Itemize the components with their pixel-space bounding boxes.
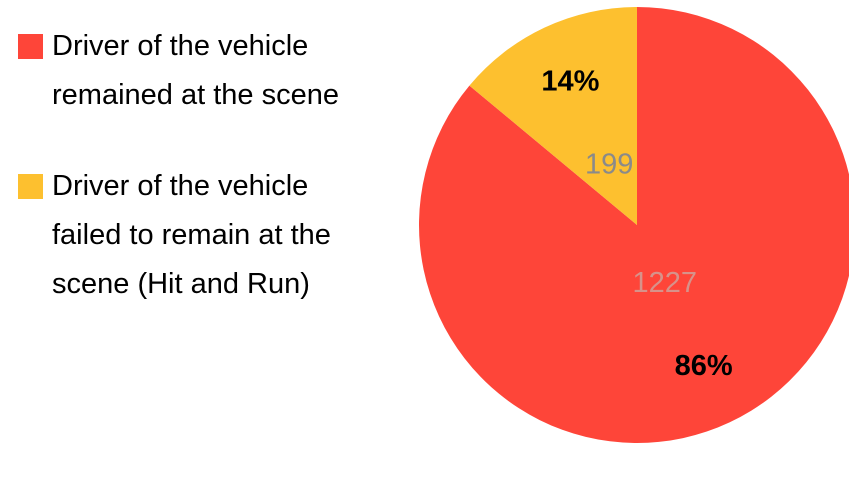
legend-label: Driver of the vehicle remained at the sc… — [52, 30, 339, 111]
count-label: 199 — [585, 148, 633, 180]
percent-label: 14% — [541, 66, 599, 98]
count-label: 1227 — [633, 267, 698, 299]
pie-slice — [469, 7, 637, 225]
legend-item: Driver of the vehicle failed to remain a… — [18, 162, 352, 309]
pie-slice — [419, 7, 849, 443]
legend: Driver of the vehicle remained at the sc… — [18, 22, 352, 351]
legend-swatch — [18, 174, 43, 199]
legend-label: Driver of the vehicle failed to remain a… — [52, 170, 331, 300]
percent-label: 86% — [675, 350, 733, 382]
legend-item: Driver of the vehicle remained at the sc… — [18, 22, 352, 120]
legend-swatch — [18, 34, 43, 59]
